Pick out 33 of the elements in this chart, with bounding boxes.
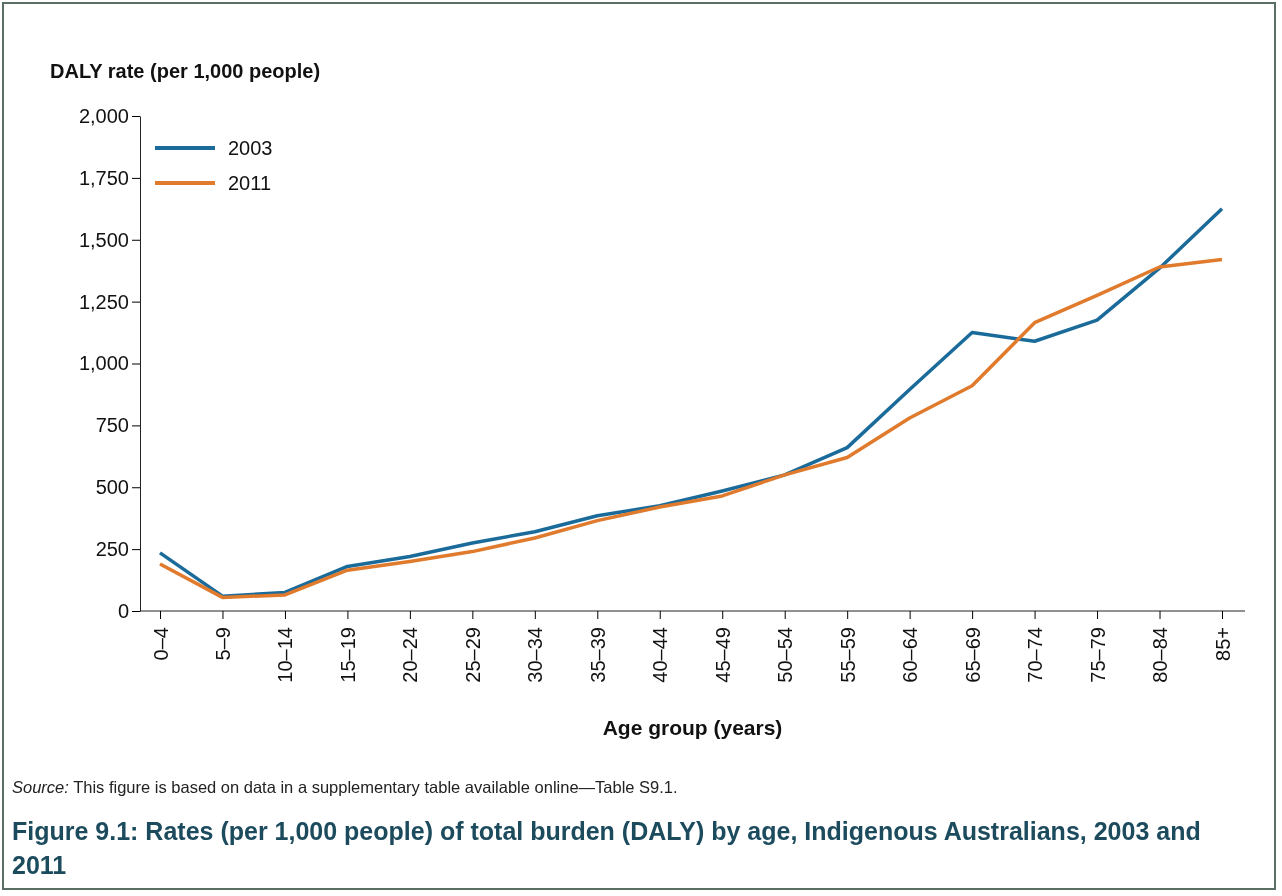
x-tick-label: 20–24: [399, 627, 422, 683]
x-axis-title: Age group (years): [602, 716, 783, 739]
x-tick-label: 15–19: [336, 627, 359, 683]
x-tick-label: 0–4: [149, 627, 172, 661]
x-tick-label: 75–79: [1086, 627, 1109, 683]
x-tick-label: 25–29: [461, 627, 484, 683]
y-axis-title: DALY rate (per 1,000 people): [50, 60, 321, 82]
x-tick-label: 50–54: [774, 627, 797, 683]
source-note: Source: This figure is based on data in a supplementary table available online—Table S9.1.: [12, 778, 678, 796]
y-tick-label: 750: [95, 414, 129, 437]
x-tick-label: 45–49: [711, 627, 734, 683]
x-tick-label: 30–34: [524, 627, 547, 683]
y-tick-label: 0: [117, 599, 129, 622]
x-tick-label: 5–9: [211, 627, 234, 661]
x-tick-label: 55–59: [836, 627, 859, 683]
y-tick-label: 1,750: [78, 166, 129, 189]
y-tick-label: 500: [95, 476, 129, 499]
x-tick-label: 80–84: [1149, 627, 1172, 683]
x-tick-label: 65–69: [961, 627, 984, 683]
y-tick-label: 1,000: [78, 352, 129, 375]
legend-label: 2003: [228, 137, 273, 159]
x-tick-label: 60–64: [899, 627, 922, 683]
legend-label: 2011: [228, 172, 272, 194]
x-tick-label: 40–44: [649, 627, 672, 683]
x-tick-label: 70–74: [1024, 627, 1047, 683]
x-tick-label: 35–39: [586, 627, 609, 683]
y-tick-label: 1,250: [78, 290, 129, 313]
x-tick-label: 85+: [1211, 627, 1234, 661]
text: Figure 9.1: Rates (per 1,000 people) of total burden (DALY) by age, Indigenous Australians, 2003 and 2011: [12, 817, 1201, 879]
y-tick-label: 2,000: [78, 104, 129, 127]
x-tick-label: 10–14: [274, 627, 297, 683]
y-tick-label: 250: [95, 538, 129, 561]
y-tick-label: 1,500: [78, 228, 129, 251]
